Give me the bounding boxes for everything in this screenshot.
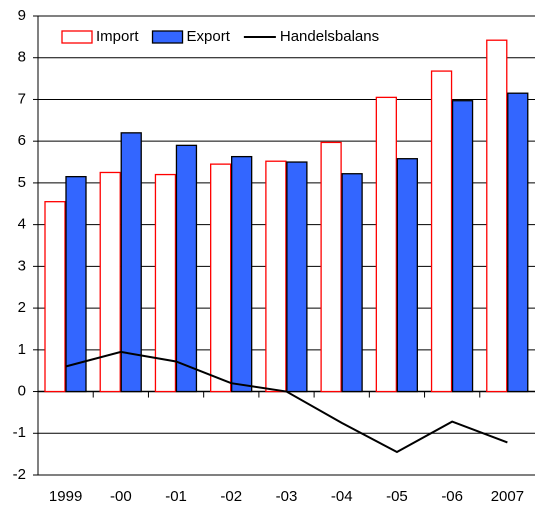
y-tick-label: -2 [13, 466, 26, 483]
bar [44, 201, 66, 393]
bar [231, 155, 253, 393]
y-tick-label: 3 [18, 257, 26, 274]
bar [154, 173, 177, 393]
bar [451, 100, 474, 393]
x-tick-label: -02 [220, 488, 242, 505]
x-tick-label: -03 [276, 488, 298, 505]
bar [286, 161, 308, 393]
x-tick-label: 2007 [491, 488, 524, 505]
y-tick-label: 2 [18, 299, 26, 316]
x-tick-label: -06 [441, 488, 463, 505]
bar [99, 171, 121, 393]
y-tick-label: 8 [18, 49, 26, 66]
y-tick-label: 5 [18, 174, 26, 191]
x-tick-label: 1999 [49, 488, 82, 505]
y-tick-label: 7 [18, 90, 26, 107]
x-tick-label: -04 [331, 488, 353, 505]
bar [210, 163, 232, 393]
y-tick-label: 4 [18, 216, 26, 233]
bar [320, 141, 342, 393]
y-tick-label: 0 [18, 383, 26, 400]
bar [396, 158, 418, 393]
y-tick-label: 1 [18, 341, 26, 358]
x-tick-label: -00 [110, 488, 132, 505]
bar [486, 39, 508, 393]
bar [65, 175, 87, 393]
bar [265, 160, 287, 393]
y-tick-label: 9 [18, 7, 26, 24]
x-tick-label: -05 [386, 488, 408, 505]
bar [430, 70, 453, 393]
bar [375, 96, 397, 393]
legend-swatch [61, 30, 93, 44]
bar [341, 173, 363, 393]
legend-swatch [151, 30, 184, 44]
bar [507, 92, 529, 393]
legend-label: Handelsbalans [280, 28, 379, 45]
y-tick-label: -1 [13, 424, 26, 441]
y-tick-label: 6 [18, 132, 26, 149]
line [65, 350, 508, 454]
x-tick-label: -01 [165, 488, 187, 505]
legend-label: Export [187, 28, 231, 45]
bar [120, 132, 142, 393]
bar [175, 144, 198, 393]
legend-label: Import [96, 28, 139, 45]
